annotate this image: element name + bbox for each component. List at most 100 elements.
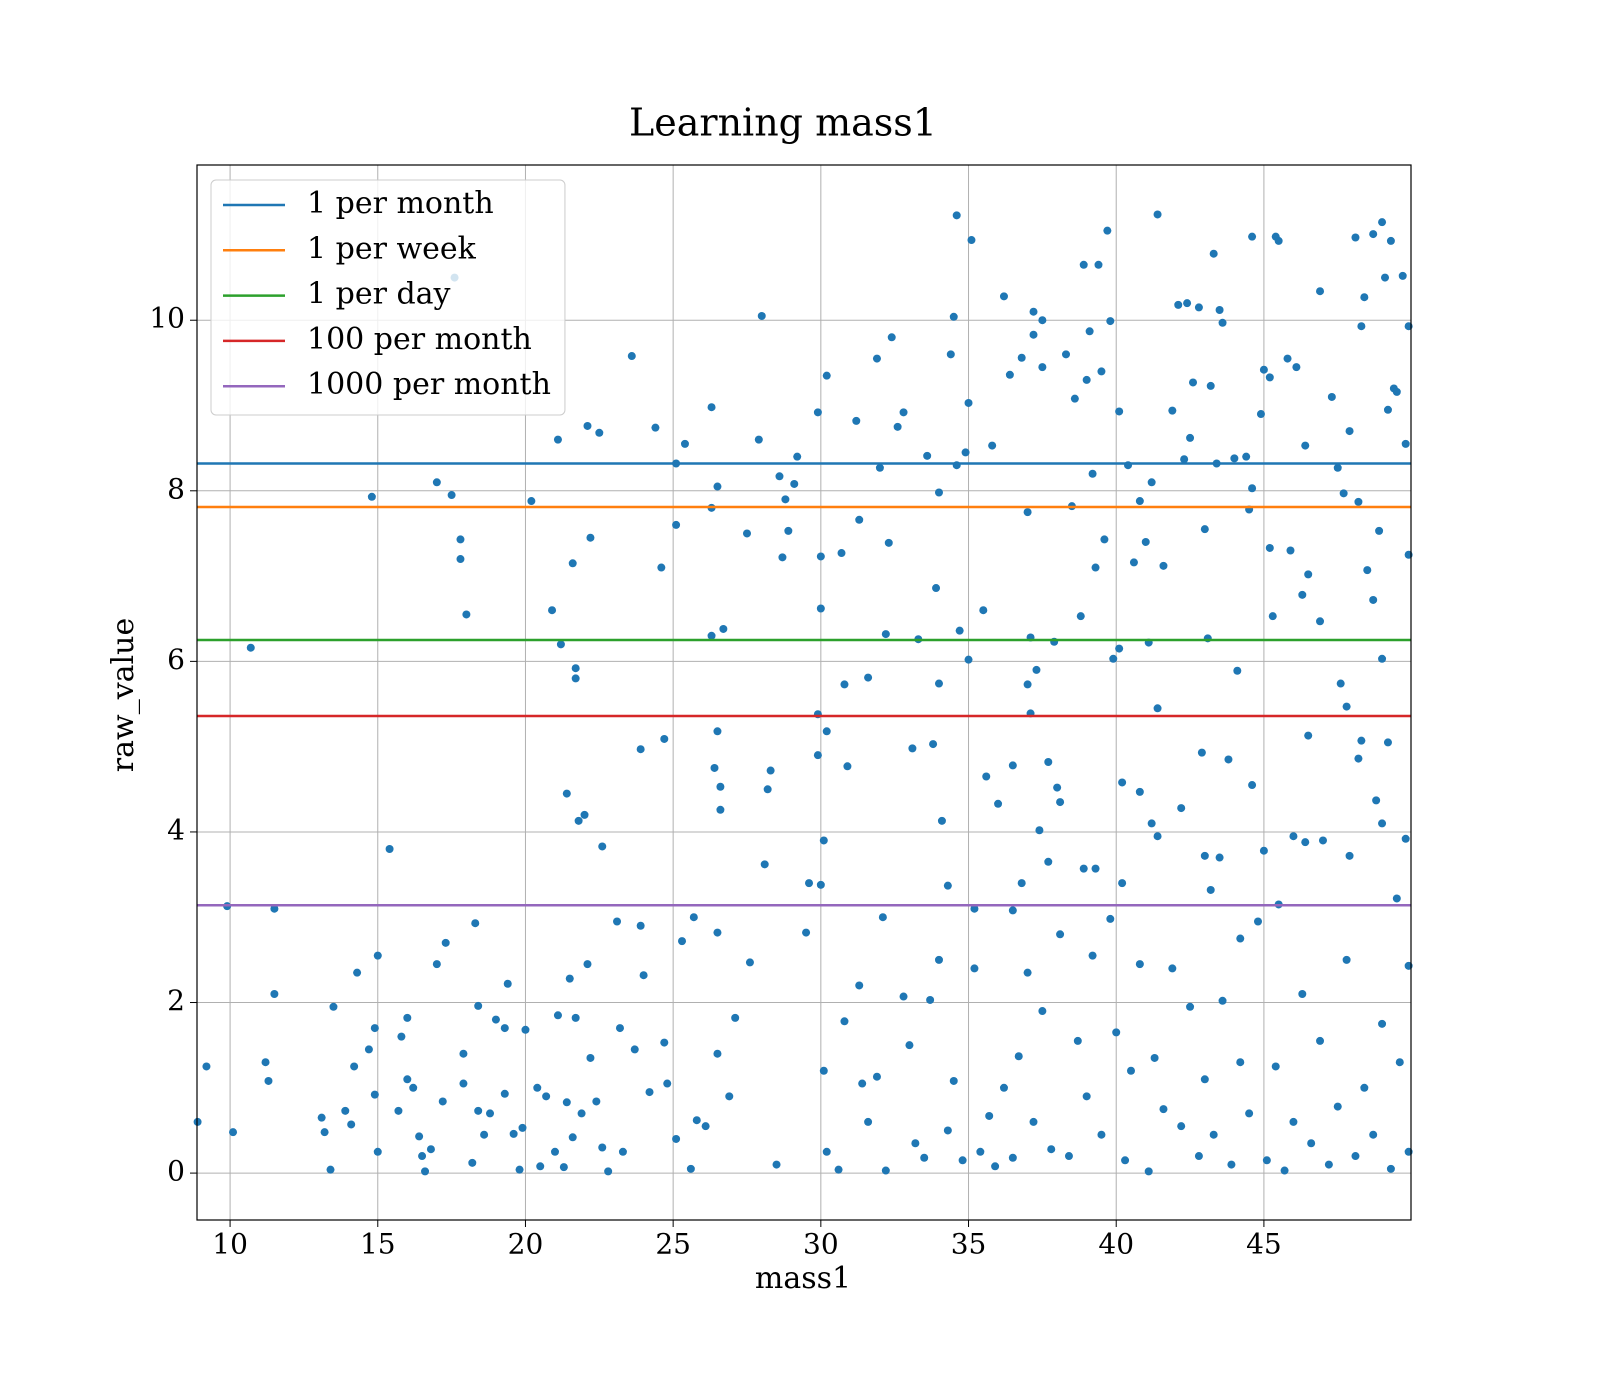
scatter-point <box>1094 260 1103 269</box>
scatter-point <box>1392 894 1401 903</box>
x-tick-label: 10 <box>212 1228 248 1261</box>
scatter-point <box>1029 330 1038 339</box>
scatter-point <box>713 928 722 937</box>
scatter-point <box>899 992 908 1001</box>
scatter-point <box>772 1160 781 1169</box>
scatter-point <box>1115 407 1124 416</box>
scatter-point <box>604 1167 613 1176</box>
scatter-point <box>976 1147 985 1156</box>
scatter-point <box>864 673 873 682</box>
scatter-point <box>229 1128 238 1137</box>
scatter-point <box>754 435 763 444</box>
y-tick-label: 4 <box>167 813 185 846</box>
scatter-point <box>1038 363 1047 372</box>
scatter-point <box>852 416 861 425</box>
scatter-point <box>542 1092 551 1101</box>
scatter-point <box>527 497 536 506</box>
scatter-point <box>1056 798 1065 807</box>
scatter-point <box>1227 1160 1236 1169</box>
scatter-point <box>946 350 955 359</box>
scatter-point <box>660 1038 669 1047</box>
scatter-point <box>370 1090 379 1099</box>
scatter-point <box>949 312 958 321</box>
scatter-point <box>1044 758 1053 767</box>
scatter-point <box>840 1017 849 1026</box>
scatter-point <box>270 989 279 998</box>
scatter-point <box>1265 543 1274 552</box>
scatter-point <box>1339 489 1348 498</box>
scatter-point <box>1209 1130 1218 1139</box>
scatter-point <box>816 880 825 889</box>
scatter-point <box>657 563 666 572</box>
scatter-point <box>994 799 1003 808</box>
scatter-point <box>615 1024 624 1033</box>
scatter-point <box>1351 233 1360 242</box>
scatter-point <box>1029 307 1038 316</box>
x-tick-label: 25 <box>655 1228 691 1261</box>
scatter-point <box>713 482 722 491</box>
scatter-point <box>979 606 988 615</box>
scatter-point <box>991 1162 1000 1171</box>
scatter-point <box>1023 680 1032 689</box>
scatter-point <box>598 842 607 851</box>
scatter-point <box>713 1049 722 1058</box>
scatter-point <box>627 352 636 361</box>
scatter-point <box>1386 1164 1395 1173</box>
scatter-point <box>1135 960 1144 969</box>
scatter-point <box>1129 558 1138 567</box>
scatter-point <box>1150 1053 1159 1062</box>
scatter-point <box>881 630 890 639</box>
scatter-point <box>639 971 648 980</box>
x-tick-label: 15 <box>360 1228 396 1261</box>
scatter-point <box>586 1053 595 1062</box>
scatter-point <box>1168 406 1177 415</box>
scatter-point <box>1259 365 1268 374</box>
scatter-point <box>802 928 811 937</box>
scatter-point <box>911 1139 920 1148</box>
scatter-point <box>571 1013 580 1022</box>
scatter-point <box>999 1083 1008 1092</box>
scatter-point <box>660 734 669 743</box>
scatter-point <box>840 680 849 689</box>
scatter-point <box>899 408 908 417</box>
scatter-point <box>1327 392 1336 401</box>
scatter-point <box>556 640 565 649</box>
scatter-point <box>923 451 932 460</box>
scatter-point <box>707 631 716 640</box>
scatter-point <box>373 1147 382 1156</box>
scatter-point <box>397 1032 406 1041</box>
scatter-point <box>763 785 772 794</box>
scatter-point <box>1103 226 1112 235</box>
scatter-point <box>822 727 831 736</box>
scatter-point <box>1318 836 1327 845</box>
scatter-point <box>1174 300 1183 309</box>
scatter-point <box>934 488 943 497</box>
scatter-point <box>1097 367 1106 376</box>
scatter-point <box>618 1147 627 1156</box>
scatter-point <box>500 1024 509 1033</box>
scatter-point <box>1395 1058 1404 1067</box>
scatter-point <box>1324 1160 1333 1169</box>
scatter-point <box>1180 455 1189 464</box>
scatter-point <box>1369 230 1378 239</box>
scatter-point <box>1248 484 1257 493</box>
scatter-point <box>1061 350 1070 359</box>
scatter-point <box>955 626 964 635</box>
y-tick-label: 6 <box>167 643 185 676</box>
scatter-point <box>893 422 902 431</box>
scatter-point <box>468 1158 477 1167</box>
scatter-point <box>731 1013 740 1022</box>
scatter-point <box>1056 930 1065 939</box>
scatter-point <box>568 1133 577 1142</box>
scatter-point <box>1064 1152 1073 1161</box>
scatter-point <box>1245 1109 1254 1118</box>
scatter-point <box>819 836 828 845</box>
scatter-point <box>1035 826 1044 835</box>
legend-label: 100 per month <box>307 322 532 357</box>
scatter-point <box>1230 454 1239 463</box>
scatter-point <box>1038 316 1047 325</box>
scatter-point <box>441 938 450 947</box>
scatter-point <box>1144 1167 1153 1176</box>
scatter-point <box>1085 327 1094 336</box>
x-tick-label: 45 <box>1246 1228 1282 1261</box>
